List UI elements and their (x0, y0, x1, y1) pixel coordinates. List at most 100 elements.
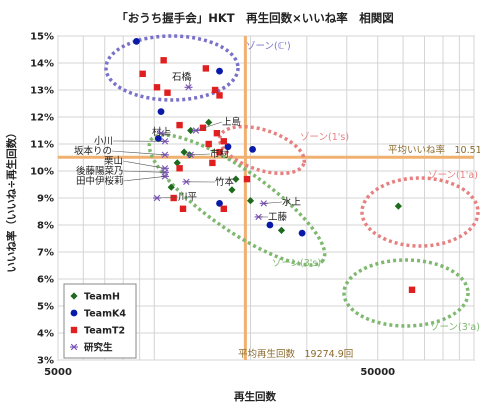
label-leader (123, 170, 165, 173)
point-label: 川平 (178, 192, 198, 203)
y-tick-label: 7% (37, 248, 54, 259)
legend: TeamH TeamK4 TeamT2 研究生 (63, 283, 137, 359)
point-label: 村上 (152, 126, 172, 138)
point-label: 竹本 (215, 176, 235, 188)
grid-lines (57, 35, 475, 361)
zone-label: ゾーン(ℂ') (246, 41, 291, 52)
legend-label: 研究生 (84, 342, 113, 354)
point-diamond (187, 126, 195, 135)
legend-label: TeamK4 (84, 309, 126, 320)
point-square (213, 130, 221, 137)
axis-ticks: 3% 4% 5% 6% 7% 8% 9% 10% 11% 12% 13% 14% 15% 5000 5000… (30, 32, 395, 379)
legend-label: TeamH (84, 292, 120, 303)
point-square (211, 86, 219, 94)
point-label: 坂本りの (74, 145, 112, 157)
zone-ellipses: ゾーン(ℂ') ゾーン(1's) ゾーン(1'a) ゾーン(3's) ゾーン(3'a) (104, 34, 480, 333)
point-square (179, 205, 187, 212)
zone-label: ゾーン(1'a) (428, 170, 478, 181)
point-square (176, 121, 183, 129)
y-axis-label: いいね率（いいね÷再生回数） (5, 127, 18, 272)
y-tick-label: 8% (37, 221, 54, 232)
point-diamond (394, 202, 402, 210)
legend-marker (70, 292, 78, 300)
point-label: 水上 (282, 196, 302, 208)
label-leader (195, 121, 223, 131)
zone-ellipse (147, 133, 327, 267)
label-leader (188, 76, 192, 88)
chart-title: 「おうち握手会」HKT 再生回数×いいね率 相関図 (116, 11, 394, 25)
label-leader (156, 196, 179, 199)
label-leader (123, 176, 165, 182)
point-square (199, 124, 207, 131)
y-tick-label: 15% (30, 32, 54, 43)
legend-marker (70, 326, 78, 334)
point-square (202, 65, 210, 72)
point-square (216, 92, 223, 99)
point-circle (298, 229, 306, 237)
point-square (170, 194, 177, 202)
y-tick-label: 5% (37, 302, 54, 313)
point-circle (133, 38, 140, 45)
legend-marker (70, 343, 78, 351)
label-leader (190, 153, 211, 156)
point-square (153, 84, 161, 91)
point-circle (157, 108, 165, 115)
point-label: 市村 (210, 148, 230, 160)
label-leader (160, 131, 172, 134)
point-square (408, 286, 416, 293)
point-diamond (228, 186, 236, 194)
point-square (209, 159, 216, 167)
zone-ellipse (342, 258, 470, 328)
reference-lines: 平均いいね率 10.51% 平均再生回数 19274.9回 (58, 36, 480, 360)
point-label: 石橋 (172, 71, 192, 83)
label-leader (122, 160, 165, 169)
point-circle (224, 143, 232, 151)
y-tick-label: 11% (30, 140, 54, 151)
point-label: 田中伊桜莉 (76, 175, 124, 187)
point-label: 工藤 (268, 211, 288, 223)
avg-like-rate-label: 平均いいね率 10.51% (388, 144, 480, 156)
y-tick-label: 3% (37, 356, 54, 367)
point-label: 小川 (94, 136, 113, 147)
label-leader (111, 150, 165, 156)
point-square (176, 165, 183, 172)
point-diamond (173, 159, 181, 167)
x-axis-label: 再生回数 (234, 390, 276, 403)
label-leader (263, 201, 283, 204)
zone-label: ゾーン(3'a) (430, 322, 480, 333)
point-diamond (180, 148, 188, 156)
point-diamond (205, 118, 213, 126)
point-diamond (277, 226, 286, 234)
y-tick-label: 12% (30, 113, 54, 124)
point-circle (249, 146, 256, 153)
zone-ellipse (104, 34, 240, 102)
point-circle (216, 67, 223, 75)
point-square (216, 148, 223, 156)
point-circle (216, 200, 223, 207)
y-tick-label: 10% (30, 167, 54, 178)
legend-label: TeamT2 (84, 326, 125, 337)
point-circle (266, 221, 274, 229)
y-tick-label: 9% (37, 194, 54, 205)
y-tick-label: 14% (30, 59, 54, 70)
point-square (220, 205, 227, 212)
zone-label: ゾーン(1's) (300, 132, 349, 143)
avg-views-label: 平均再生回数 19274.9回 (238, 348, 353, 360)
point-circle (154, 135, 162, 143)
point-square (243, 175, 251, 183)
point-diamond (246, 197, 255, 205)
point-square (220, 138, 227, 145)
point-label: 栗山 (104, 156, 123, 167)
y-tick-label: 6% (37, 275, 54, 286)
point-label: 後藤陽菜乃 (76, 165, 124, 177)
point-square (205, 140, 212, 148)
legend-marker (70, 309, 78, 317)
y-tick-label: 13% (30, 86, 54, 97)
zone-label: ゾーン(3's) (272, 258, 321, 269)
zone-ellipse (360, 176, 480, 248)
point-square (164, 89, 171, 96)
x-tick-label: 5000 (44, 367, 72, 378)
point-square (139, 70, 146, 77)
